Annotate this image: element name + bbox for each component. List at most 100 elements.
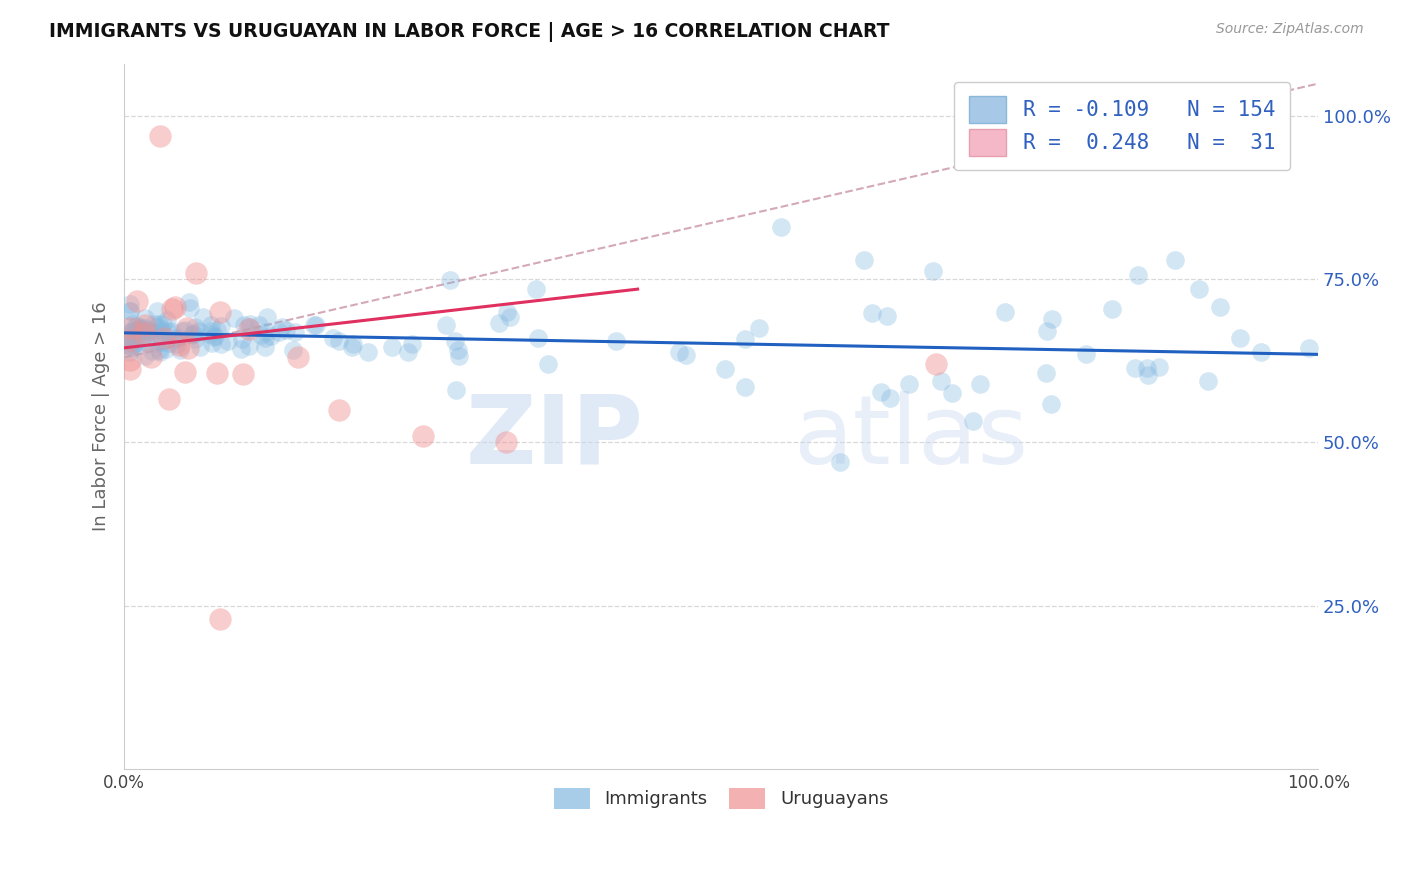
Point [148, 343, 170, 357]
Legend: Immigrants, Uruguayans: Immigrants, Uruguayans [547, 780, 896, 816]
Point [328, 402, 350, 417]
Point [1040, 311, 1063, 326]
Point [1074, 347, 1097, 361]
Point [134, 334, 156, 349]
Point [209, 319, 232, 334]
Point [122, 323, 145, 337]
Point [526, 282, 548, 296]
Point [250, 328, 273, 343]
Point [143, 317, 166, 331]
Point [167, 337, 190, 351]
Point [201, 335, 224, 350]
Point [1208, 300, 1230, 314]
Point [181, 327, 204, 342]
Point [121, 334, 143, 348]
Point [1197, 374, 1219, 388]
Text: atlas: atlas [793, 391, 1028, 484]
Point [181, 327, 204, 342]
Point [167, 331, 190, 345]
Point [302, 318, 325, 332]
Point [150, 335, 173, 350]
Point [132, 329, 155, 343]
Point [1036, 324, 1059, 338]
Point [207, 323, 229, 337]
Point [254, 325, 277, 339]
Point [141, 344, 163, 359]
Point [149, 128, 172, 143]
Point [247, 318, 270, 333]
Point [121, 341, 143, 355]
Point [120, 338, 142, 352]
Point [267, 325, 290, 339]
Point [668, 345, 690, 359]
Point [179, 295, 201, 310]
Point [188, 340, 211, 354]
Point [271, 319, 294, 334]
Point [134, 318, 156, 333]
Point [157, 392, 180, 406]
Point [120, 304, 142, 318]
Point [284, 326, 307, 340]
Point [605, 334, 627, 349]
Point [962, 414, 984, 428]
Point [150, 324, 173, 338]
Point [191, 310, 214, 325]
Point [200, 318, 222, 332]
Point [232, 318, 254, 333]
Point [146, 335, 169, 350]
Point [1229, 331, 1251, 345]
Point [1250, 344, 1272, 359]
Point [148, 317, 170, 331]
Point [120, 321, 142, 335]
Point [675, 348, 697, 362]
Point [342, 336, 364, 351]
Point [198, 326, 221, 341]
Point [260, 329, 283, 343]
Point [152, 331, 174, 345]
Point [305, 318, 328, 332]
Point [200, 324, 222, 338]
Point [527, 330, 550, 344]
Point [138, 324, 160, 338]
Point [231, 332, 253, 346]
Point [254, 340, 277, 354]
Point [184, 319, 207, 334]
Point [869, 384, 891, 399]
Point [994, 304, 1017, 318]
Point [120, 337, 142, 351]
Point [149, 329, 172, 343]
Point [488, 316, 510, 330]
Point [160, 301, 183, 316]
Point [179, 301, 201, 316]
Point [412, 429, 434, 443]
Point [748, 321, 770, 335]
Point [120, 297, 142, 311]
Point [853, 252, 876, 267]
Point [1136, 361, 1159, 376]
Point [897, 376, 920, 391]
Point [209, 337, 232, 351]
Point [1164, 252, 1187, 267]
Point [132, 320, 155, 334]
Text: Source: ZipAtlas.com: Source: ZipAtlas.com [1216, 22, 1364, 37]
Point [184, 266, 207, 280]
Point [120, 344, 142, 359]
Point [1040, 397, 1063, 411]
Point [163, 332, 186, 346]
Point [142, 325, 165, 339]
Point [328, 334, 350, 348]
Point [444, 334, 467, 348]
Point [231, 342, 253, 356]
Point [173, 365, 195, 379]
Point [1137, 368, 1160, 382]
Point [136, 323, 159, 337]
Point [125, 319, 148, 334]
Point [401, 337, 423, 351]
Point [174, 323, 197, 337]
Point [208, 305, 231, 319]
Point [340, 340, 363, 354]
Point [134, 349, 156, 363]
Point [131, 323, 153, 337]
Point [204, 329, 226, 343]
Point [224, 311, 246, 326]
